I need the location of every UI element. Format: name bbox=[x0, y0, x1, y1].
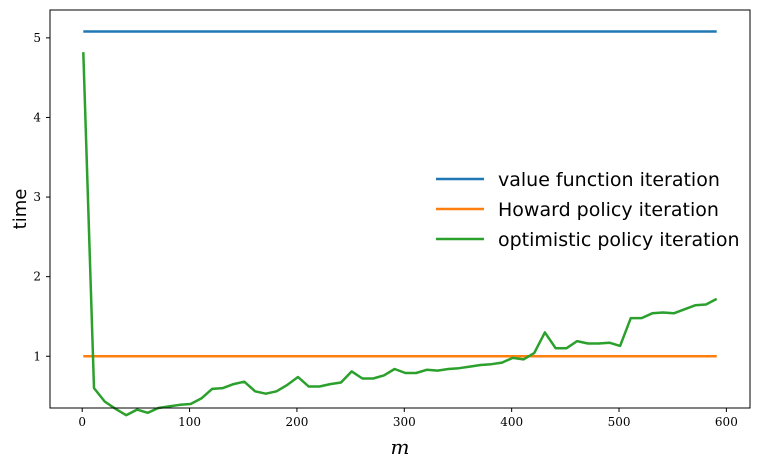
x-tick-label: 500 bbox=[608, 415, 631, 429]
y-tick-label: 3 bbox=[33, 190, 41, 204]
x-axis: 0 100 200 300 400 500 600 bbox=[78, 408, 738, 429]
x-tick-label: 400 bbox=[500, 415, 523, 429]
legend-label: Howard policy iteration bbox=[498, 199, 719, 221]
x-tick-label: 300 bbox=[393, 415, 416, 429]
x-tick-label: 200 bbox=[285, 415, 308, 429]
legend: value function iteration Howard policy it… bbox=[436, 169, 740, 251]
x-axis-label: m bbox=[391, 435, 410, 459]
y-tick-label: 2 bbox=[33, 270, 41, 284]
legend-label: value function iteration bbox=[498, 169, 720, 191]
plot-area bbox=[50, 10, 750, 408]
y-tick-label: 1 bbox=[33, 349, 41, 363]
plot-frame bbox=[49, 9, 751, 409]
x-tick-label: 0 bbox=[78, 415, 86, 429]
series-line-optimistic-policy-iteration bbox=[82, 52, 718, 417]
y-tick-label: 5 bbox=[33, 31, 41, 45]
y-tick-label: 4 bbox=[33, 110, 41, 124]
legend-label: optimistic policy iteration bbox=[498, 229, 740, 251]
y-axis-label: time bbox=[10, 189, 31, 230]
series-layer bbox=[82, 30, 718, 417]
y-axis: 1 2 3 4 5 bbox=[33, 31, 50, 363]
x-tick-label: 100 bbox=[178, 415, 201, 429]
x-tick-label: 600 bbox=[715, 415, 738, 429]
